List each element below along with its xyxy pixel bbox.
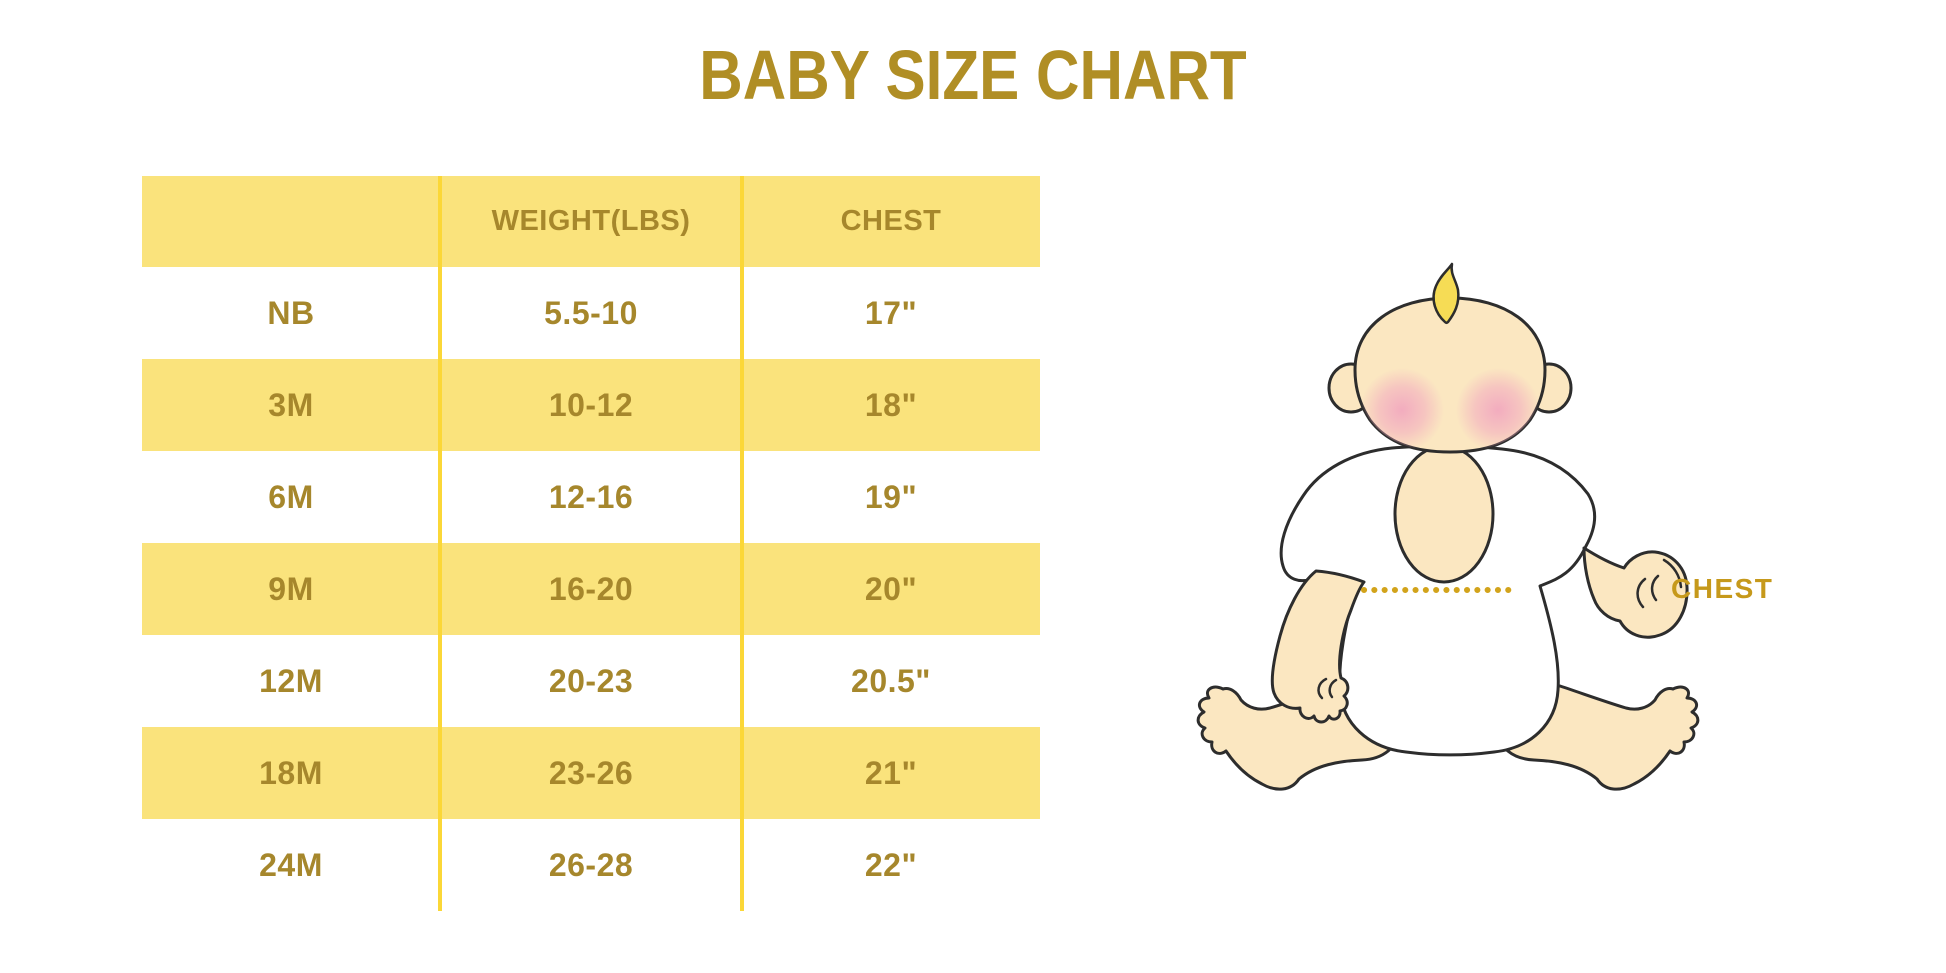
table-cell-weight: 16-20 <box>440 543 742 635</box>
baby-fist-knuckles <box>1636 558 1683 609</box>
baby-blush-left <box>1360 368 1444 452</box>
baby-neck <box>1393 444 1495 584</box>
table-header-cell <box>142 176 440 267</box>
table-cell-chest: 18" <box>742 359 1040 451</box>
table-cell-weight: 12-16 <box>440 451 742 543</box>
baby-blush-right <box>1456 368 1540 452</box>
size-table: WEIGHT(LBS) CHEST NB 5.5-10 17" 3M 10-12 18" 6M 1… <box>142 176 1040 911</box>
table-cell-chest: 20.5" <box>742 635 1040 727</box>
baby-hair-tuft <box>1432 262 1460 324</box>
table-cell-chest: 17" <box>742 267 1040 359</box>
table-cell-chest: 20" <box>742 543 1040 635</box>
chest-annotation-label: CHEST <box>1671 573 1774 604</box>
table-column-divider-2 <box>740 176 744 911</box>
table-column-divider-1 <box>438 176 442 911</box>
baby-illustration <box>1140 230 1800 830</box>
table-header-cell: WEIGHT(LBS) <box>440 176 742 267</box>
baby-onesie <box>1279 444 1596 757</box>
table-cell-size: 18M <box>142 727 440 819</box>
table-cell-chest: 21" <box>742 727 1040 819</box>
table-cell-weight: 20-23 <box>440 635 742 727</box>
baby-hand-left-fingers <box>1317 677 1338 700</box>
table-cell-chest: 22" <box>742 819 1040 911</box>
table-cell-size: 12M <box>142 635 440 727</box>
table-cell-size: NB <box>142 267 440 359</box>
table-cell-size: 6M <box>142 451 440 543</box>
table-cell-weight: 10-12 <box>440 359 742 451</box>
page-title: BABY SIZE CHART <box>699 36 1247 114</box>
baby-arm-left <box>1270 569 1366 724</box>
table-cell-weight: 26-28 <box>440 819 742 911</box>
table-header-cell: CHEST <box>742 176 1040 267</box>
table-cell-chest: 19" <box>742 451 1040 543</box>
table-cell-size: 24M <box>142 819 440 911</box>
table-cell-size: 9M <box>142 543 440 635</box>
table-cell-weight: 23-26 <box>440 727 742 819</box>
baby-arm-right-fist <box>1582 546 1689 639</box>
table-cell-weight: 5.5-10 <box>440 267 742 359</box>
table-cell-size: 3M <box>142 359 440 451</box>
